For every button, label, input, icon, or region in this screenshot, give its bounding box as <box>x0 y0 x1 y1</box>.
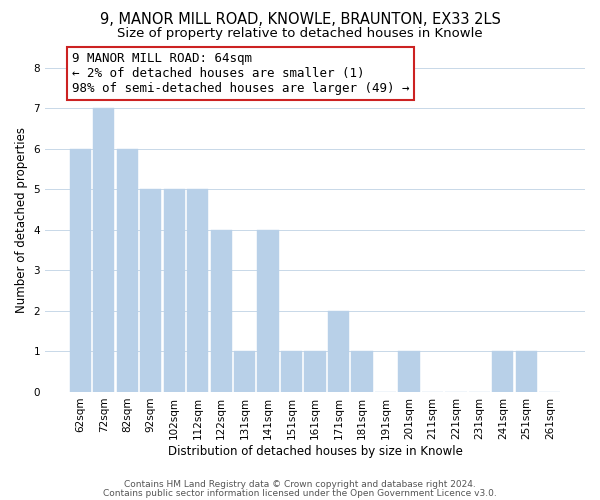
Bar <box>164 190 185 392</box>
Text: 9 MANOR MILL ROAD: 64sqm
← 2% of detached houses are smaller (1)
98% of semi-det: 9 MANOR MILL ROAD: 64sqm ← 2% of detache… <box>72 52 409 94</box>
Bar <box>493 352 514 392</box>
Bar <box>140 190 161 392</box>
Text: 9, MANOR MILL ROAD, KNOWLE, BRAUNTON, EX33 2LS: 9, MANOR MILL ROAD, KNOWLE, BRAUNTON, EX… <box>100 12 500 28</box>
Bar <box>93 108 114 392</box>
Y-axis label: Number of detached properties: Number of detached properties <box>15 126 28 312</box>
Bar <box>328 311 349 392</box>
Text: Contains HM Land Registry data © Crown copyright and database right 2024.: Contains HM Land Registry data © Crown c… <box>124 480 476 489</box>
Bar <box>211 230 232 392</box>
Bar <box>70 149 91 392</box>
Bar <box>187 190 208 392</box>
Bar <box>281 352 302 392</box>
Bar <box>352 352 373 392</box>
Bar <box>304 352 326 392</box>
Bar <box>116 149 137 392</box>
X-axis label: Distribution of detached houses by size in Knowle: Distribution of detached houses by size … <box>167 444 463 458</box>
Bar <box>257 230 278 392</box>
Text: Contains public sector information licensed under the Open Government Licence v3: Contains public sector information licen… <box>103 488 497 498</box>
Bar <box>398 352 419 392</box>
Bar <box>516 352 537 392</box>
Text: Size of property relative to detached houses in Knowle: Size of property relative to detached ho… <box>117 28 483 40</box>
Bar <box>234 352 255 392</box>
